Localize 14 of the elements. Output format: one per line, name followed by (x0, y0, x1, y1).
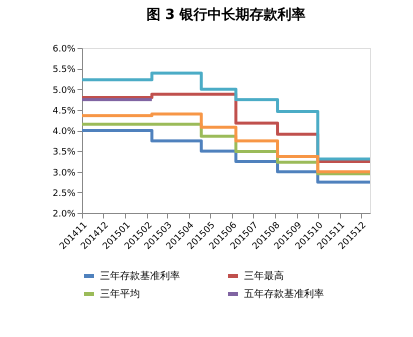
y-tick-label: 5.5% (52, 65, 76, 76)
y-tick-label: 3.0% (52, 168, 76, 178)
legend-label: 三年存款基准利率 (100, 270, 180, 282)
legend-label: 五年存款基准利率 (244, 288, 324, 300)
y-tick-label: 5.0% (52, 86, 76, 96)
y-tick-label: 3.5% (52, 148, 76, 158)
legend-label: 三年平均 (100, 288, 140, 300)
y-tick-label: 4.5% (52, 106, 76, 116)
y-tick-label: 6.0% (52, 44, 76, 54)
legend-label: 三年最高 (244, 270, 284, 282)
y-tick-label: 2.5% (52, 188, 76, 199)
y-tick-label: 4.0% (52, 127, 76, 137)
chart-title: 图 3 银行中长期存款利率 (146, 6, 306, 23)
y-tick-label: 2.0% (52, 210, 76, 220)
